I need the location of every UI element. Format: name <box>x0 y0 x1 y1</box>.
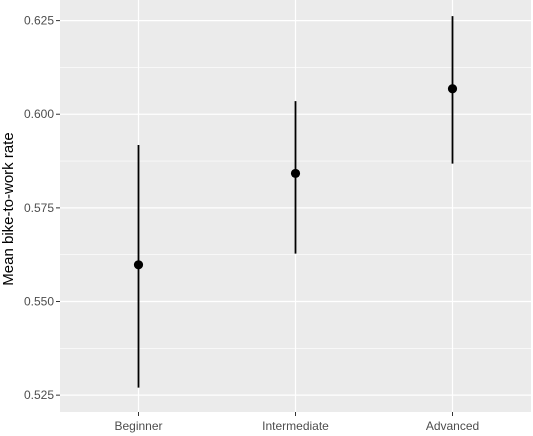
y-tick-label: 0.575 <box>24 201 54 215</box>
x-tick-label: Intermediate <box>262 419 329 433</box>
y-tick-label: 0.525 <box>24 388 54 402</box>
y-axis-title: Mean bike-to-work rate <box>0 132 17 285</box>
data-point <box>133 260 144 270</box>
y-tick-label: 0.550 <box>24 295 54 309</box>
y-axis-ticks: 0.525 0.550 0.575 0.600 0.625 <box>24 14 60 402</box>
x-tick-label: Advanced <box>426 419 479 433</box>
y-tick-label: 0.600 <box>24 107 54 121</box>
data-point <box>447 84 458 94</box>
x-tick-label: Beginner <box>114 419 162 433</box>
y-tick-label: 0.625 <box>24 14 54 28</box>
data-points <box>133 84 458 270</box>
data-point <box>290 168 301 179</box>
x-axis-ticks: Beginner Intermediate Advanced <box>114 412 479 433</box>
